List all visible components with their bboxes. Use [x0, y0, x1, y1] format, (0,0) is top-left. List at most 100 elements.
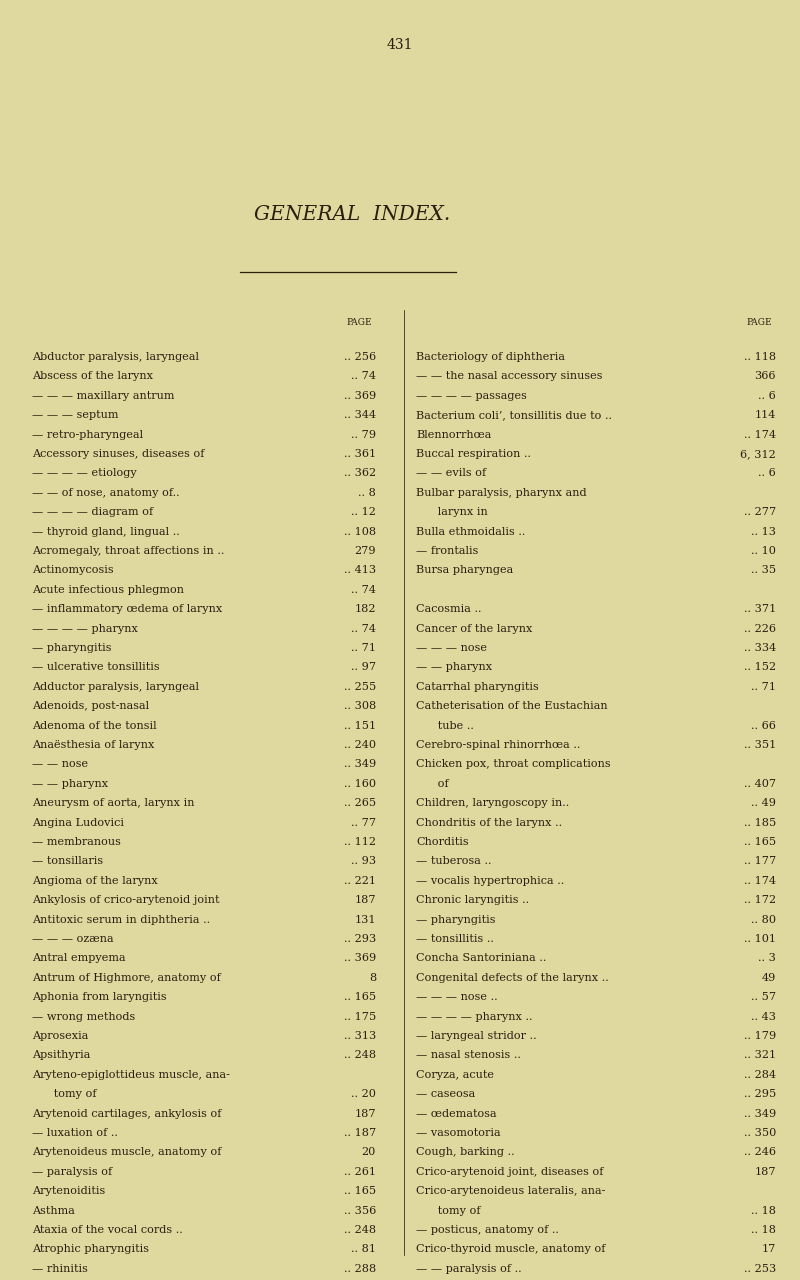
Text: .. 74: .. 74 — [351, 371, 376, 381]
Text: — retro-pharyngeal: — retro-pharyngeal — [32, 430, 143, 439]
Text: .. 349: .. 349 — [744, 1108, 776, 1119]
Text: 187: 187 — [354, 1108, 376, 1119]
Text: Antral empyema: Antral empyema — [32, 954, 126, 964]
Text: .. 255: .. 255 — [344, 682, 376, 691]
Text: Chicken pox, throat complications: Chicken pox, throat complications — [416, 759, 610, 769]
Text: .. 43: .. 43 — [751, 1011, 776, 1021]
Text: .. 284: .. 284 — [744, 1070, 776, 1080]
Text: Adductor paralysis, laryngeal: Adductor paralysis, laryngeal — [32, 682, 199, 691]
Text: Adenoma of the tonsil: Adenoma of the tonsil — [32, 721, 157, 731]
Text: tomy of: tomy of — [416, 1206, 481, 1216]
Text: Ataxia of the vocal cords ..: Ataxia of the vocal cords .. — [32, 1225, 182, 1235]
Text: .. 74: .. 74 — [351, 623, 376, 634]
Text: .. 151: .. 151 — [344, 721, 376, 731]
Text: Aphonia from laryngitis: Aphonia from laryngitis — [32, 992, 166, 1002]
Text: Atrophic pharyngitis: Atrophic pharyngitis — [32, 1244, 149, 1254]
Text: — — — ozæna: — — — ozæna — [32, 934, 114, 945]
Text: 131: 131 — [354, 915, 376, 924]
Text: .. 93: .. 93 — [351, 856, 376, 867]
Text: tomy of: tomy of — [32, 1089, 97, 1100]
Text: Accessory sinuses, diseases of: Accessory sinuses, diseases of — [32, 449, 204, 460]
Text: .. 407: .. 407 — [744, 778, 776, 788]
Text: Catarrhal pharyngitis: Catarrhal pharyngitis — [416, 682, 538, 691]
Text: .. 371: .. 371 — [744, 604, 776, 614]
Text: — — nose: — — nose — [32, 759, 88, 769]
Text: .. 49: .. 49 — [751, 799, 776, 808]
Text: — nasal stenosis ..: — nasal stenosis .. — [416, 1051, 521, 1060]
Text: .. 20: .. 20 — [351, 1089, 376, 1100]
Text: — — — nose ..: — — — nose .. — [416, 992, 498, 1002]
Text: Abscess of the larynx: Abscess of the larynx — [32, 371, 153, 381]
Text: 182: 182 — [354, 604, 376, 614]
Text: .. 261: .. 261 — [344, 1167, 376, 1176]
Text: Bulbar paralysis, pharynx and: Bulbar paralysis, pharynx and — [416, 488, 586, 498]
Text: .. 18: .. 18 — [751, 1206, 776, 1216]
Text: .. 413: .. 413 — [344, 566, 376, 576]
Text: .. 74: .. 74 — [351, 585, 376, 595]
Text: 114: 114 — [754, 410, 776, 420]
Text: .. 165: .. 165 — [344, 992, 376, 1002]
Text: — inflammatory œdema of larynx: — inflammatory œdema of larynx — [32, 604, 222, 614]
Text: — tonsillitis ..: — tonsillitis .. — [416, 934, 494, 945]
Text: .. 57: .. 57 — [751, 992, 776, 1002]
Text: .. 246: .. 246 — [744, 1147, 776, 1157]
Text: 17: 17 — [762, 1244, 776, 1254]
Text: 187: 187 — [754, 1167, 776, 1176]
Text: .. 174: .. 174 — [744, 876, 776, 886]
Text: — — — maxillary antrum: — — — maxillary antrum — [32, 390, 174, 401]
Text: .. 226: .. 226 — [744, 623, 776, 634]
Text: — — — — pharynx ..: — — — — pharynx .. — [416, 1011, 533, 1021]
Text: 49: 49 — [762, 973, 776, 983]
Text: .. 101: .. 101 — [744, 934, 776, 945]
Text: Arytenoiditis: Arytenoiditis — [32, 1187, 106, 1197]
Text: Angioma of the larynx: Angioma of the larynx — [32, 876, 158, 886]
Text: Aryteno-epiglottideus muscle, ana-: Aryteno-epiglottideus muscle, ana- — [32, 1070, 230, 1080]
Text: Blennorrhœa: Blennorrhœa — [416, 430, 491, 439]
Text: GENERAL  INDEX.: GENERAL INDEX. — [254, 205, 450, 224]
Text: — tuberosa ..: — tuberosa .. — [416, 856, 491, 867]
Text: .. 187: .. 187 — [344, 1128, 376, 1138]
Text: Chondritis of the larynx ..: Chondritis of the larynx .. — [416, 818, 562, 828]
Text: .. 349: .. 349 — [344, 759, 376, 769]
Text: Crico-arytenoideus lateralis, ana-: Crico-arytenoideus lateralis, ana- — [416, 1187, 606, 1197]
Text: .. 6: .. 6 — [758, 390, 776, 401]
Text: .. 179: .. 179 — [744, 1030, 776, 1041]
Text: .. 177: .. 177 — [744, 856, 776, 867]
Text: — œdematosa: — œdematosa — [416, 1108, 497, 1119]
Text: .. 160: .. 160 — [344, 778, 376, 788]
Text: of: of — [416, 778, 449, 788]
Text: .. 369: .. 369 — [344, 954, 376, 964]
Text: — — pharynx: — — pharynx — [32, 778, 108, 788]
Text: 431: 431 — [386, 38, 414, 52]
Text: Antrum of Highmore, anatomy of: Antrum of Highmore, anatomy of — [32, 973, 221, 983]
Text: .. 10: .. 10 — [751, 547, 776, 556]
Text: .. 79: .. 79 — [351, 430, 376, 439]
Text: Cerebro-spinal rhinorrhœa ..: Cerebro-spinal rhinorrhœa .. — [416, 740, 580, 750]
Text: — posticus, anatomy of ..: — posticus, anatomy of .. — [416, 1225, 559, 1235]
Text: .. 175: .. 175 — [344, 1011, 376, 1021]
Text: Arytenoideus muscle, anatomy of: Arytenoideus muscle, anatomy of — [32, 1147, 222, 1157]
Text: .. 71: .. 71 — [751, 682, 776, 691]
Text: .. 265: .. 265 — [344, 799, 376, 808]
Text: — — evils of: — — evils of — [416, 468, 486, 479]
Text: 279: 279 — [354, 547, 376, 556]
Text: — rhinitis: — rhinitis — [32, 1263, 88, 1274]
Text: Acute infectious phlegmon: Acute infectious phlegmon — [32, 585, 184, 595]
Text: — vasomotoria: — vasomotoria — [416, 1128, 501, 1138]
Text: .. 80: .. 80 — [751, 915, 776, 924]
Text: Apsithyria: Apsithyria — [32, 1051, 90, 1060]
Text: Cancer of the larynx: Cancer of the larynx — [416, 623, 532, 634]
Text: .. 350: .. 350 — [744, 1128, 776, 1138]
Text: 187: 187 — [354, 895, 376, 905]
Text: Angina Ludovici: Angina Ludovici — [32, 818, 124, 828]
Text: Buccal respiration ..: Buccal respiration .. — [416, 449, 531, 460]
Text: .. 165: .. 165 — [344, 1187, 376, 1197]
Text: .. 313: .. 313 — [344, 1030, 376, 1041]
Text: 6, 312: 6, 312 — [740, 449, 776, 460]
Text: Cacosmia ..: Cacosmia .. — [416, 604, 482, 614]
Text: — paralysis of: — paralysis of — [32, 1167, 112, 1176]
Text: — luxation of ..: — luxation of .. — [32, 1128, 118, 1138]
Text: Ankylosis of crico-arytenoid joint: Ankylosis of crico-arytenoid joint — [32, 895, 219, 905]
Text: .. 6: .. 6 — [758, 468, 776, 479]
Text: Actinomycosis: Actinomycosis — [32, 566, 114, 576]
